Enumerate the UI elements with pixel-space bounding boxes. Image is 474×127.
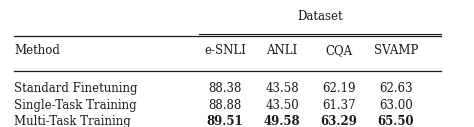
Text: Standard Finetuning: Standard Finetuning (14, 82, 138, 95)
Text: 61.37: 61.37 (322, 99, 356, 112)
Text: Multi-Task Training: Multi-Task Training (14, 115, 131, 127)
Text: 65.50: 65.50 (377, 115, 414, 127)
Text: ANLI: ANLI (266, 44, 298, 57)
Text: Dataset: Dataset (297, 10, 343, 23)
Text: SVAMP: SVAMP (374, 44, 418, 57)
Text: CQA: CQA (325, 44, 353, 57)
Text: 88.38: 88.38 (209, 82, 242, 95)
Text: 89.51: 89.51 (207, 115, 244, 127)
Text: Single-Task Training: Single-Task Training (14, 99, 137, 112)
Text: Method: Method (14, 44, 60, 57)
Text: 63.29: 63.29 (320, 115, 357, 127)
Text: e-SNLI: e-SNLI (204, 44, 246, 57)
Text: 43.50: 43.50 (265, 99, 299, 112)
Text: 63.00: 63.00 (379, 99, 413, 112)
Text: 49.58: 49.58 (264, 115, 301, 127)
Text: 88.88: 88.88 (209, 99, 242, 112)
Text: 62.19: 62.19 (322, 82, 356, 95)
Text: 43.58: 43.58 (265, 82, 299, 95)
Text: 62.63: 62.63 (379, 82, 412, 95)
